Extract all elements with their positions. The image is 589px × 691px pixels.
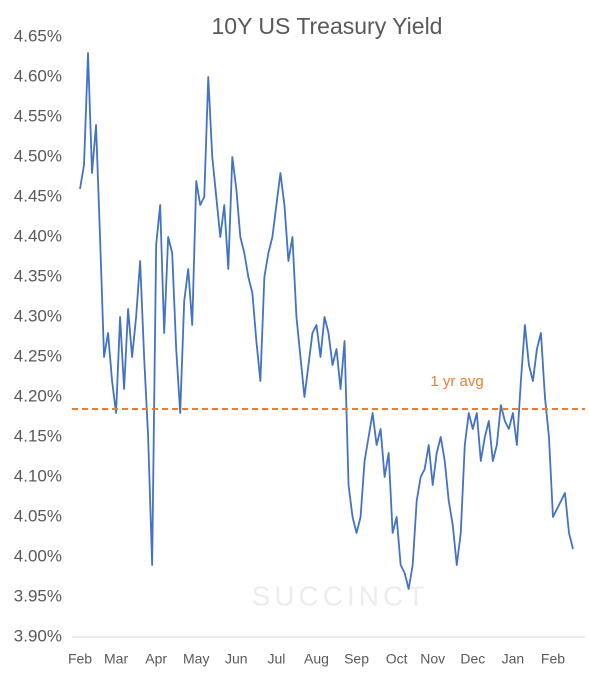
y-tick-label: 4.45% [14,186,62,205]
x-tick-label: Dec [460,651,485,667]
x-tick-label: Jul [267,651,285,667]
y-tick-label: 4.65% [14,26,62,45]
x-tick-label: Aug [304,651,329,667]
y-tick-label: 3.90% [14,626,62,645]
x-tick-label: Sep [344,651,369,667]
y-tick-label: 4.50% [14,146,62,165]
y-tick-label: 3.95% [14,586,62,605]
y-tick-label: 4.05% [14,506,62,525]
x-tick-label: Jun [225,651,248,667]
x-tick-label: May [183,651,209,667]
x-tick-label: Feb [541,651,565,667]
x-tick-label: Jan [502,651,525,667]
watermark: SUCCINCT [252,580,429,611]
y-tick-label: 4.15% [14,426,62,445]
y-tick-label: 4.55% [14,106,62,125]
y-tick-label: 4.60% [14,66,62,85]
y-tick-label: 4.10% [14,466,62,485]
chart-title: 10Y US Treasury Yield [212,13,443,39]
y-tick-label: 4.20% [14,386,62,405]
x-tick-label: Nov [420,651,445,667]
y-tick-label: 4.00% [14,546,62,565]
x-tick-label: Feb [68,651,92,667]
y-tick-label: 4.30% [14,306,62,325]
y-tick-label: 4.25% [14,346,62,365]
y-tick-label: 4.35% [14,266,62,285]
line-series [79,52,574,590]
x-tick-label: Apr [145,651,167,667]
y-tick-label: 4.40% [14,226,62,245]
x-tick-label: Mar [104,651,128,667]
x-tick-label: Oct [386,651,408,667]
average-label: 1 yr avg [430,373,483,390]
